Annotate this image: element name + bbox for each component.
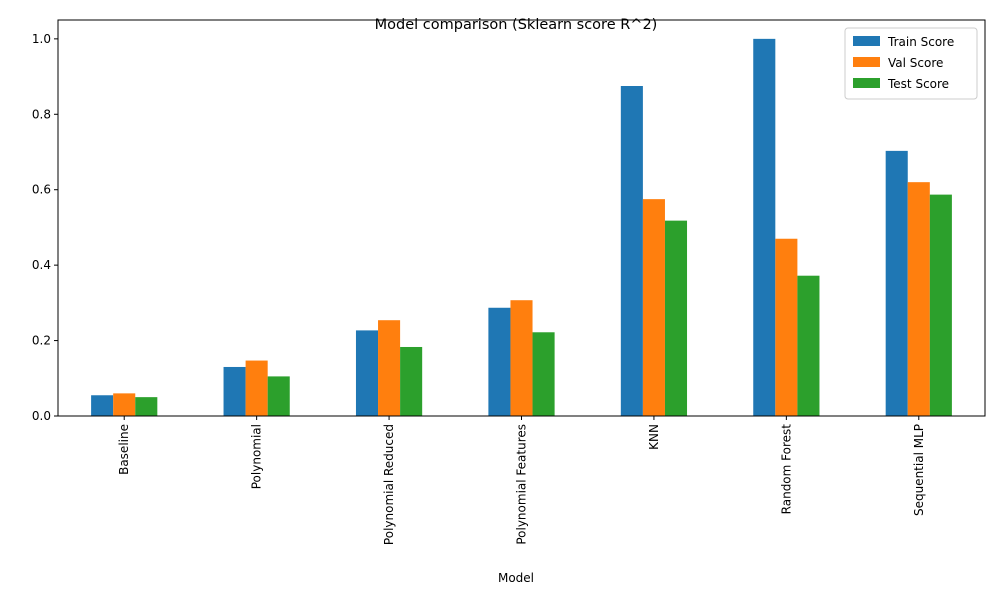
legend-label: Test Score	[887, 77, 949, 91]
bar-test-score-2	[400, 346, 423, 416]
x-tick-label: Polynomial Features	[515, 424, 529, 545]
bar-val-score-4	[642, 199, 665, 416]
bar-train-score-1	[223, 366, 246, 416]
x-axis-label: Model	[498, 571, 534, 585]
y-tick-label: 0.8	[32, 107, 51, 121]
y-tick-label: 1.0	[32, 32, 51, 46]
bar-val-score-6	[907, 182, 930, 416]
x-tick-label: KNN	[647, 424, 661, 450]
x-tick-label: Polynomial Reduced	[382, 424, 396, 545]
y-axis: 0.0 0.2 0.4 0.6 0.8 1.0	[32, 32, 58, 423]
bars-group	[91, 38, 952, 416]
legend-label: Val Score	[888, 56, 943, 70]
legend: Train Score Val Score Test Score	[844, 27, 978, 100]
bar-val-score-5	[775, 238, 798, 416]
y-tick-label: 0.6	[32, 183, 51, 197]
bar-test-score-3	[532, 332, 555, 416]
bar-val-score-0	[113, 393, 136, 416]
bar-train-score-4	[620, 86, 643, 416]
x-tick-label: Polynomial	[250, 424, 264, 489]
legend-swatch	[853, 78, 880, 88]
y-tick-label: 0.2	[32, 334, 51, 348]
bar-test-score-4	[664, 220, 688, 416]
legend-swatch	[853, 57, 880, 67]
bar-train-score-0	[91, 395, 114, 416]
x-tick-label: Baseline	[117, 424, 131, 475]
bar-test-score-5	[797, 275, 820, 416]
bar-val-score-3	[510, 300, 533, 416]
plot-frame	[57, 19, 986, 417]
x-tick-label: Random Forest	[779, 424, 793, 515]
legend-swatch	[853, 36, 880, 46]
bar-test-score-1	[267, 376, 290, 416]
x-axis: Baseline Polynomial Polynomial Reduced Poly…	[117, 416, 926, 545]
bar-train-score-6	[885, 150, 908, 416]
y-tick-label: 0.0	[32, 409, 51, 423]
y-tick-label: 0.4	[32, 258, 51, 272]
chart-title: Model comparison (Sklearn score R^2)	[375, 17, 658, 33]
bar-test-score-6	[929, 194, 952, 416]
bar-train-score-3	[488, 307, 511, 416]
legend-label: Train Score	[887, 35, 954, 49]
x-tick-label: Sequential MLP	[912, 424, 926, 516]
bar-val-score-1	[245, 360, 268, 416]
bar-val-score-2	[378, 320, 401, 416]
bar-test-score-0	[135, 397, 158, 416]
bar-train-score-5	[753, 38, 776, 416]
bar-train-score-2	[355, 330, 379, 416]
